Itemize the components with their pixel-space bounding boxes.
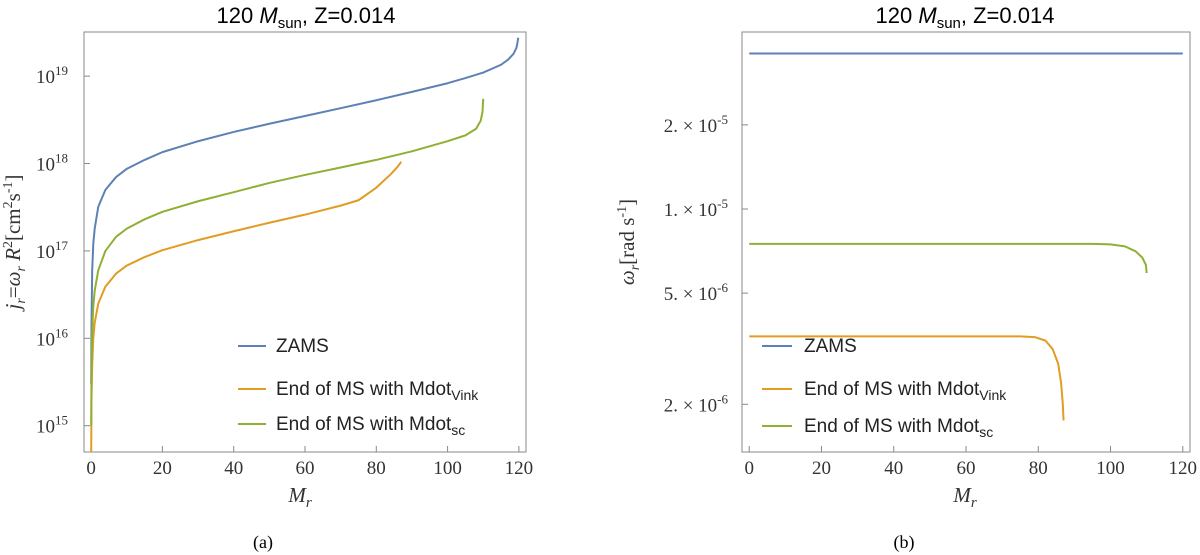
- y-tick-label: 1017: [36, 238, 69, 263]
- y-tick-label: 1016: [36, 325, 69, 350]
- legend-label-sc: End of MS with Mdotsc: [276, 414, 465, 438]
- y-tick-label: 1015: [36, 413, 68, 438]
- panel-a-y-ticks: 1015 1016 1017 1018 1019: [36, 63, 69, 438]
- svg-text:jr=ωr R2[cm2s-1]: jr=ωr R2[cm2s-1]: [1, 174, 29, 312]
- x-tick-label: 0: [86, 458, 96, 479]
- panel-a: 120 Msun, Z=0.014 1015 1016 1017 1018 10…: [1, 3, 533, 553]
- panel-b-y-axis-label: ωr[rad s-1]: [615, 199, 643, 285]
- panel-a-y-axis-label: jr=ωr R2[cm2s-1]: [1, 174, 29, 312]
- svg-text:2. × 10-5: 2. × 10-5: [664, 112, 728, 137]
- panel-a-series-lines: [84, 37, 520, 453]
- panel-b-series-lines: [742, 52, 1184, 452]
- svg-text:1018: 1018: [36, 151, 68, 176]
- y-tick-label: 1018: [36, 151, 68, 176]
- svg-text:1015: 1015: [36, 413, 68, 438]
- panel-a-legend: ZAMS End of MS with MdotVink End of MS w…: [238, 336, 479, 438]
- legend-label-zams: ZAMS: [276, 336, 329, 357]
- panel-b-x-ticks: 0 20 40 60 80 100 120: [744, 458, 1197, 479]
- x-tick-label: 0: [744, 458, 754, 479]
- legend-label-vink: End of MS with MdotVink: [276, 379, 479, 403]
- legend-label-zams: ZAMS: [804, 336, 857, 357]
- x-tick-label: 60: [296, 458, 315, 479]
- panel-b-x-axis-label: Mr: [952, 483, 977, 511]
- y-tick-label: 2. × 10-5: [664, 112, 728, 137]
- series-line-end-of-ms-with-mdot-sc: [749, 242, 1148, 274]
- svg-text:1016: 1016: [36, 325, 69, 350]
- y-tick-label: 1. × 10-5: [664, 196, 728, 221]
- x-tick-label: 20: [812, 458, 831, 479]
- legend-label-sc: End of MS with Mdotsc: [804, 416, 993, 440]
- svg-text:1. × 10-5: 1. × 10-5: [664, 196, 728, 221]
- x-tick-label: 80: [1029, 458, 1048, 479]
- x-tick-label: 60: [957, 458, 976, 479]
- legend-label-vink: End of MS with MdotVink: [804, 379, 1007, 403]
- x-tick-label: 120: [505, 458, 534, 479]
- y-tick-label: 5. × 10-6: [664, 280, 729, 305]
- panel-b: 120 Msun, Z=0.014 2. × 10-6 5. × 10-6 1.…: [615, 3, 1197, 553]
- panel-b-title: 120 Msun, Z=0.014: [876, 3, 1055, 32]
- svg-text:ωr[rad s-1]: ωr[rad s-1]: [615, 199, 643, 285]
- panel-b-caption: (b): [894, 532, 915, 553]
- svg-text:5. × 10-6: 5. × 10-6: [664, 280, 729, 305]
- x-tick-label: 100: [1096, 458, 1125, 479]
- svg-text:2. × 10-6: 2. × 10-6: [664, 391, 729, 416]
- series-line-zams: [90, 37, 520, 385]
- x-tick-label: 20: [153, 458, 172, 479]
- series-line-end-of-ms-with-mdot-vink: [749, 335, 1065, 421]
- panel-b-legend: ZAMS End of MS with MdotVink End of MS w…: [762, 336, 1007, 440]
- x-tick-label: 40: [884, 458, 903, 479]
- panel-a-x-axis-label: Mr: [287, 483, 312, 511]
- x-tick-label: 80: [367, 458, 386, 479]
- x-tick-label: 40: [224, 458, 243, 479]
- panel-b-y-ticks: 2. × 10-6 5. × 10-6 1. × 10-5 2. × 10-5: [664, 112, 729, 416]
- x-tick-label: 100: [433, 458, 462, 479]
- x-tick-label: 120: [1169, 458, 1198, 479]
- series-line-end-of-ms-with-mdot-sc: [90, 98, 485, 426]
- svg-text:1019: 1019: [36, 63, 68, 88]
- panel-a-title: 120 Msun, Z=0.014: [217, 3, 396, 32]
- panel-a-caption: (a): [253, 532, 273, 553]
- y-tick-label: 1019: [36, 63, 68, 88]
- svg-text:1017: 1017: [36, 238, 69, 263]
- panel-a-x-ticks: 0 20 40 60 80 100 120: [86, 458, 533, 479]
- y-tick-label: 2. × 10-6: [664, 391, 729, 416]
- series-line-end-of-ms-with-mdot-vink: [90, 161, 403, 453]
